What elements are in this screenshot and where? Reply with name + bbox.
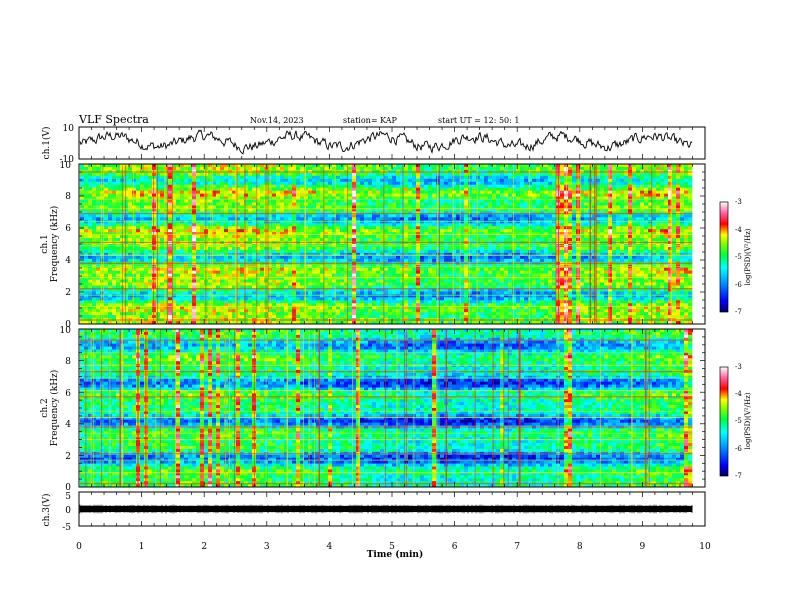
cb2-tick-4: -4 [735, 390, 742, 398]
cb1-label: log(PSD)(V²/Hz) [744, 228, 752, 285]
spec1-ytick-10: 10 [60, 161, 72, 171]
spec2-ytick-0: 0 [65, 483, 71, 493]
ch1-spec-ylabel-line1: ch.1 [40, 234, 50, 253]
ch1-ylabel: ch.1(V) [41, 127, 52, 160]
ch1-waveform-panel: 10 -10 ch.1(V) [41, 124, 706, 165]
cb2-tick-5: -5 [735, 417, 742, 425]
spec1-ytick-6: 6 [65, 224, 71, 234]
x-tick-label-0: 0 [76, 542, 82, 552]
ch2-colorbar: -3 -4 -5 -6 -7 log(PSD)(V²/Hz) [719, 363, 752, 480]
ch2-spec-ylabel-line1: ch.2 [40, 398, 50, 417]
cb1-tick-5: -5 [735, 253, 742, 261]
spec2-ytick-2: 2 [65, 452, 71, 462]
spec1-ytick-0: 0 [65, 320, 71, 330]
spec1-ytick-2: 2 [65, 288, 71, 298]
x-tick-label-5: 5 [389, 542, 395, 552]
cb2-tick-6: -6 [735, 445, 742, 453]
cb1-tick-3: -3 [735, 198, 742, 206]
start-ut-label: start UT = 12: 50: 1 [438, 116, 519, 125]
ch2-spec-ylabel-line2: Frequency (kHz) [49, 370, 60, 447]
figure-title: VLF Spectra [78, 113, 149, 126]
ch2-spectrogram-image [80, 329, 693, 488]
ch3-waveform-panel: 5 0 -5 ch.3(V) [41, 491, 706, 533]
x-tick-label-10: 10 [699, 542, 711, 552]
spec2-ytick-6: 6 [65, 389, 71, 399]
cb1-tick-6: -6 [735, 281, 742, 289]
spec1-ytick-4: 4 [65, 256, 71, 266]
cb2-tick-7: -7 [735, 472, 742, 480]
ch3-ytick-neg5: -5 [62, 523, 71, 533]
x-tick-label-4: 4 [327, 542, 333, 552]
ch1-waveform-frame [78, 126, 706, 160]
ch1-ytick-top: 10 [63, 124, 75, 134]
ch3-waveform-trace [79, 504, 693, 514]
date-label: Nov.14, 2023 [250, 116, 304, 125]
ch1-colorbar-gradient [719, 201, 729, 313]
ch1-spec-ylabel-line2: Frequency (kHz) [49, 206, 60, 283]
x-tick-label-6: 6 [452, 542, 458, 552]
ch3-ytick-5: 5 [65, 492, 71, 502]
x-tick-label-1: 1 [139, 542, 145, 552]
station-label: station= KAP [343, 116, 398, 125]
ch2-spectrogram-panel: 0 2 4 6 8 10 ch.2 Frequency (kHz) [40, 326, 706, 493]
ch3-ylabel: ch.3(V) [41, 494, 52, 527]
x-tick-label-7: 7 [514, 542, 520, 552]
ch1-ytick-bottom: -10 [60, 155, 75, 165]
spec1-ytick-8: 8 [65, 192, 71, 202]
x-tick-label-2: 2 [201, 542, 207, 552]
cb2-tick-3: -3 [735, 363, 742, 371]
x-tick-labels: 0 1 2 3 4 5 6 7 8 9 10 [76, 542, 711, 552]
spec2-ytick-4: 4 [65, 420, 71, 430]
spec2-ytick-8: 8 [65, 357, 71, 367]
cb1-tick-7: -7 [735, 308, 742, 316]
x-tick-label-9: 9 [640, 542, 646, 552]
ch1-waveform-line [79, 129, 693, 155]
spec2-ytick-10: 10 [60, 326, 72, 336]
x-tick-label-8: 8 [577, 542, 583, 552]
ch1-spectrogram-panel: 0 2 4 6 8 10 ch.1 Frequency (kHz) [40, 161, 706, 330]
ch1-colorbar: -3 -4 -5 -6 -7 log(PSD)(V²/Hz) [719, 198, 752, 316]
ch3-ytick-0: 0 [65, 506, 71, 516]
tick-marks [78, 127, 706, 526]
cb1-tick-4: -4 [735, 226, 742, 234]
ch2-colorbar-gradient [719, 366, 729, 477]
x-axis-label: Time (min) [367, 549, 424, 560]
cb2-label: log(PSD)(V²/Hz) [744, 392, 752, 449]
ch1-spectrogram-image [80, 164, 693, 325]
x-tick-label-3: 3 [264, 542, 270, 552]
